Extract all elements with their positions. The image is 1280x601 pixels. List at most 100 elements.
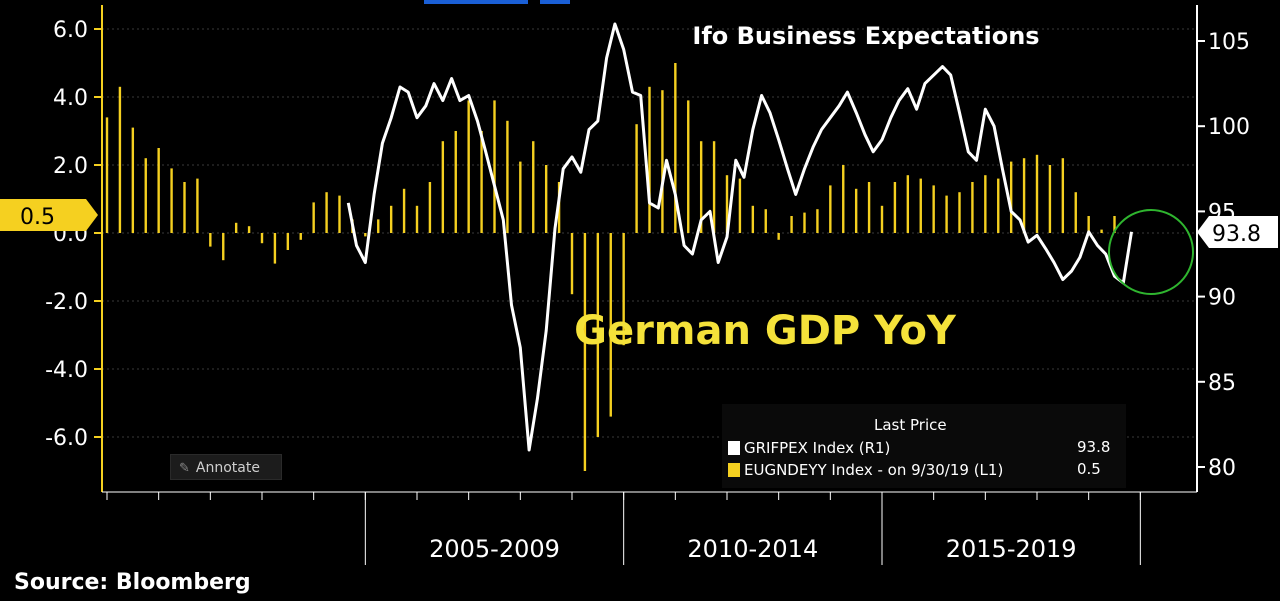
gdp-bar <box>364 233 367 237</box>
left-tick-label: -6.0 <box>45 426 88 451</box>
gdp-bar <box>803 212 806 233</box>
gdp-bar <box>170 168 173 233</box>
x-tick-label: 2010-2014 <box>687 535 818 563</box>
left-tick-label: 2.0 <box>53 154 88 179</box>
gdp-bar <box>867 182 871 233</box>
left-tick-label: -4.0 <box>45 358 88 383</box>
left-callout-shape <box>0 199 98 231</box>
legend-swatch-yellow <box>728 463 740 477</box>
gdp-bar <box>312 202 315 233</box>
gdp-bar <box>893 182 897 233</box>
gdp-bar <box>144 158 147 233</box>
ifo-line-group <box>346 22 1133 452</box>
gdp-bars <box>105 63 1116 471</box>
axes <box>101 5 1198 493</box>
gdp-bar <box>286 233 290 250</box>
annotate-button[interactable]: ✎ Annotate <box>170 454 282 480</box>
x-tick-label: 2005-2009 <box>429 535 560 563</box>
legend-value: 0.5 <box>1077 460 1101 478</box>
gdp-bar <box>338 195 341 233</box>
gdp-bar <box>118 86 122 233</box>
gdp-bar <box>945 195 948 233</box>
gdp-bar <box>183 182 186 233</box>
gdp-bar <box>247 226 251 233</box>
gdp-bar <box>480 131 483 233</box>
legend-value: 93.8 <box>1077 438 1111 456</box>
gdp-bar <box>506 120 509 233</box>
gdp-bar <box>570 233 574 295</box>
chart-title: Ifo Business Expectations <box>692 22 1039 50</box>
highlight-circle <box>1108 209 1194 295</box>
gdp-bar <box>816 209 819 233</box>
gdp-bar <box>764 209 767 233</box>
gdp-bar <box>635 124 638 233</box>
gdp-bar <box>532 141 535 233</box>
gdp-bar <box>1100 229 1103 233</box>
gdp-bar <box>661 90 664 233</box>
gdp-bar <box>325 192 328 233</box>
ifo-line <box>346 22 1133 452</box>
right-tick-label: 90 <box>1208 286 1236 311</box>
gdp-bar <box>984 175 987 233</box>
top-tab-indicator <box>540 0 570 4</box>
gdp-bar <box>712 141 716 233</box>
gdp-bar <box>997 178 1000 233</box>
gdp-bar <box>725 175 729 233</box>
left-tick-label: -2.0 <box>45 290 88 315</box>
gdp-bar <box>880 205 884 233</box>
legend-item-eugndeyy: EUGNDEYY Index - on 9/30/19 (L1) <box>728 460 1003 480</box>
left-tick-label: 4.0 <box>53 86 88 111</box>
gdp-bar <box>415 205 419 233</box>
gdp-bar <box>971 182 974 233</box>
gdp-bar <box>234 222 238 233</box>
gdp-bar <box>751 205 755 233</box>
legend-header: Last Price <box>874 416 947 434</box>
gdp-bar <box>441 141 445 233</box>
gdp-bar <box>299 233 302 240</box>
legend-label: EUGNDEYY Index - on 9/30/19 (L1) <box>744 461 1004 479</box>
gdp-bar <box>273 233 277 264</box>
top-tab-indicator <box>424 0 528 4</box>
gdp-bar <box>389 205 393 233</box>
gdp-bar <box>958 192 961 233</box>
gdp-bar <box>131 127 135 233</box>
overlay-label: German GDP YoY <box>574 308 957 354</box>
right-tick-label: 105 <box>1208 30 1250 55</box>
gdp-bar <box>738 178 742 233</box>
left-callout: 0.5 <box>0 199 98 231</box>
gdp-bar <box>622 233 625 346</box>
gdp-bar <box>196 178 199 233</box>
gdp-bar <box>1048 165 1052 233</box>
source-note: Source: Bloomberg <box>14 570 251 595</box>
gdp-bar <box>519 161 522 233</box>
gdp-bar <box>467 100 470 234</box>
gdp-bar <box>687 100 690 234</box>
gdp-bar <box>583 233 587 471</box>
left-axis-ticks: 6.04.02.00.0-2.0-4.0-6.0 <box>45 18 102 451</box>
x-tick-label: 2015-2019 <box>946 535 1077 563</box>
right-callout-value: 93.8 <box>1212 222 1261 247</box>
left-callout-value: 0.5 <box>20 205 55 230</box>
gdp-bar <box>493 100 496 234</box>
gdp-bar <box>1035 154 1039 233</box>
legend-label: GRIFPEX Index (R1) <box>744 439 891 457</box>
left-tick-label: 6.0 <box>53 18 88 43</box>
gdp-bar <box>1009 161 1013 233</box>
gdp-bar <box>544 165 548 233</box>
right-tick-label: 85 <box>1208 371 1236 396</box>
gdp-bar <box>1061 158 1065 233</box>
gdp-bar <box>157 148 160 233</box>
gdp-bar <box>777 233 780 240</box>
gdp-bar <box>428 182 432 233</box>
gdp-bar <box>377 219 380 233</box>
gdp-bar <box>699 141 703 233</box>
gdp-bar <box>854 188 858 233</box>
gdp-bar <box>1113 216 1116 233</box>
gdp-bar <box>906 175 910 233</box>
gdp-bar <box>1022 158 1026 233</box>
right-tick-label: 100 <box>1208 115 1250 140</box>
gdp-bar <box>209 233 212 247</box>
gdp-bar <box>260 233 264 244</box>
